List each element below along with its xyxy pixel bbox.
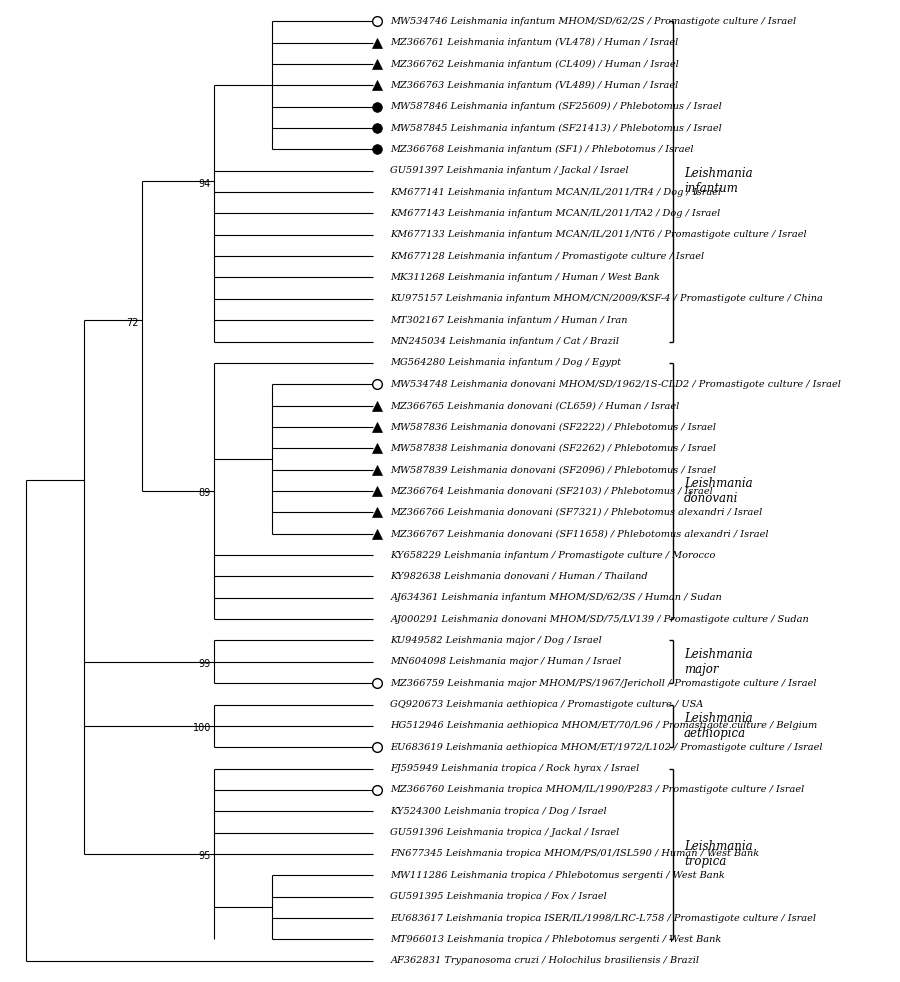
Text: MT966013 Leishmania tropica / Phlebotomus sergenti / West Bank: MT966013 Leishmania tropica / Phlebotomu… — [391, 935, 722, 944]
Text: Leishmania
donovani: Leishmania donovani — [684, 477, 752, 505]
Text: MW534746 Leishmania infantum MHOM/SD/62/2S / Promastigote culture / Israel: MW534746 Leishmania infantum MHOM/SD/62/… — [391, 17, 796, 26]
Text: Leishmania
aethiopica: Leishmania aethiopica — [684, 712, 752, 739]
Text: GQ920673 Leishmania aethiopica / Promastigote culture / USA: GQ920673 Leishmania aethiopica / Promast… — [391, 700, 704, 709]
Text: KY524300 Leishmania tropica / Dog / Israel: KY524300 Leishmania tropica / Dog / Isra… — [391, 807, 607, 816]
Text: MN604098 Leishmania major / Human / Israel: MN604098 Leishmania major / Human / Isra… — [391, 657, 622, 667]
Text: Leishmania
major: Leishmania major — [684, 648, 752, 676]
Text: KY658229 Leishmania infantum / Promastigote culture / Morocco: KY658229 Leishmania infantum / Promastig… — [391, 551, 716, 560]
Text: MW534748 Leishmania donovani MHOM/SD/1962/1S-CLD2 / Promastigote culture / Israe: MW534748 Leishmania donovani MHOM/SD/196… — [391, 380, 842, 389]
Text: MZ366760 Leishmania tropica MHOM/IL/1990/P283 / Promastigote culture / Israel: MZ366760 Leishmania tropica MHOM/IL/1990… — [391, 786, 805, 794]
Text: MZ366764 Leishmania donovani (SF2103) / Phlebotomus / Israel: MZ366764 Leishmania donovani (SF2103) / … — [391, 486, 713, 496]
Text: AF362831 Trypanosoma cruzi / Holochilus brasiliensis / Brazil: AF362831 Trypanosoma cruzi / Holochilus … — [391, 956, 699, 965]
Text: MZ366766 Leishmania donovani (SF7321) / Phlebotomus alexandri / Israel: MZ366766 Leishmania donovani (SF7321) / … — [391, 508, 762, 517]
Text: 89: 89 — [199, 488, 211, 499]
Text: AJ634361 Leishmania infantum MHOM/SD/62/3S / Human / Sudan: AJ634361 Leishmania infantum MHOM/SD/62/… — [391, 593, 722, 602]
Text: KU975157 Leishmania infantum MHOM/CN/2009/KSF-4 / Promastigote culture / China: KU975157 Leishmania infantum MHOM/CN/200… — [391, 295, 824, 303]
Text: GU591397 Leishmania infantum / Jackal / Israel: GU591397 Leishmania infantum / Jackal / … — [391, 166, 629, 175]
Text: MG564280 Leishmania infantum / Dog / Egypt: MG564280 Leishmania infantum / Dog / Egy… — [391, 358, 621, 367]
Text: MW587838 Leishmania donovani (SF2262) / Phlebotomus / Israel: MW587838 Leishmania donovani (SF2262) / … — [391, 444, 716, 453]
Text: MN245034 Leishmania infantum / Cat / Brazil: MN245034 Leishmania infantum / Cat / Bra… — [391, 337, 619, 346]
Text: AJ000291 Leishmania donovani MHOM/SD/75/LV139 / Promastigote culture / Sudan: AJ000291 Leishmania donovani MHOM/SD/75/… — [391, 615, 809, 624]
Text: FN677345 Leishmania tropica MHOM/PS/01/ISL590 / Human / West Bank: FN677345 Leishmania tropica MHOM/PS/01/I… — [391, 849, 760, 858]
Text: MZ366763 Leishmania infantum (VL489) / Human / Israel: MZ366763 Leishmania infantum (VL489) / H… — [391, 81, 679, 90]
Text: MZ366759 Leishmania major MHOM/PS/1967/Jericholl / Promastigote culture / Israel: MZ366759 Leishmania major MHOM/PS/1967/J… — [391, 679, 817, 687]
Text: KM677143 Leishmania infantum MCAN/IL/2011/TA2 / Dog / Israel: KM677143 Leishmania infantum MCAN/IL/201… — [391, 209, 721, 218]
Text: MW587846 Leishmania infantum (SF25609) / Phlebotomus / Israel: MW587846 Leishmania infantum (SF25609) /… — [391, 102, 722, 111]
Text: KU949582 Leishmania major / Dog / Israel: KU949582 Leishmania major / Dog / Israel — [391, 636, 602, 645]
Text: MZ366761 Leishmania infantum (VL478) / Human / Israel: MZ366761 Leishmania infantum (VL478) / H… — [391, 38, 679, 47]
Text: 94: 94 — [199, 179, 211, 189]
Text: KM677141 Leishmania infantum MCAN/IL/2011/TR4 / Dog / Israel: KM677141 Leishmania infantum MCAN/IL/201… — [391, 188, 722, 196]
Text: MZ366767 Leishmania donovani (SF11658) / Phlebotomus alexandri / Israel: MZ366767 Leishmania donovani (SF11658) /… — [391, 529, 769, 538]
Text: MT302167 Leishmania infantum / Human / Iran: MT302167 Leishmania infantum / Human / I… — [391, 315, 628, 325]
Text: MW587836 Leishmania donovani (SF2222) / Phlebotomus / Israel: MW587836 Leishmania donovani (SF2222) / … — [391, 422, 716, 431]
Text: MZ366768 Leishmania infantum (SF1) / Phlebotomus / Israel: MZ366768 Leishmania infantum (SF1) / Phl… — [391, 144, 694, 154]
Text: FJ595949 Leishmania tropica / Rock hyrax / Israel: FJ595949 Leishmania tropica / Rock hyrax… — [391, 764, 640, 773]
Text: 72: 72 — [126, 317, 139, 328]
Text: 100: 100 — [193, 724, 211, 734]
Text: MZ366762 Leishmania infantum (CL409) / Human / Israel: MZ366762 Leishmania infantum (CL409) / H… — [391, 59, 680, 69]
Text: GU591395 Leishmania tropica / Fox / Israel: GU591395 Leishmania tropica / Fox / Isra… — [391, 893, 608, 901]
Text: EU683619 Leishmania aethiopica MHOM/ET/1972/L102 / Promastigote culture / Israel: EU683619 Leishmania aethiopica MHOM/ET/1… — [391, 742, 823, 752]
Text: MK311268 Leishmania infantum / Human / West Bank: MK311268 Leishmania infantum / Human / W… — [391, 273, 660, 282]
Text: KM677133 Leishmania infantum MCAN/IL/2011/NT6 / Promastigote culture / Israel: KM677133 Leishmania infantum MCAN/IL/201… — [391, 230, 807, 240]
Text: GU591396 Leishmania tropica / Jackal / Israel: GU591396 Leishmania tropica / Jackal / I… — [391, 828, 619, 837]
Text: HG512946 Leishmania aethiopica MHOM/ET/70/L96 / Promastigote culture / Belgium: HG512946 Leishmania aethiopica MHOM/ET/7… — [391, 722, 817, 731]
Text: Leishmania
tropica: Leishmania tropica — [684, 840, 752, 868]
Text: 95: 95 — [199, 851, 211, 861]
Text: MW587845 Leishmania infantum (SF21413) / Phlebotomus / Israel: MW587845 Leishmania infantum (SF21413) /… — [391, 124, 722, 133]
Text: KY982638 Leishmania donovani / Human / Thailand: KY982638 Leishmania donovani / Human / T… — [391, 572, 648, 581]
Text: MZ366765 Leishmania donovani (CL659) / Human / Israel: MZ366765 Leishmania donovani (CL659) / H… — [391, 401, 680, 410]
Text: EU683617 Leishmania tropica ISER/IL/1998/LRC-L758 / Promastigote culture / Israe: EU683617 Leishmania tropica ISER/IL/1998… — [391, 913, 816, 922]
Text: 99: 99 — [199, 659, 211, 670]
Text: MW111286 Leishmania tropica / Phlebotomus sergenti / West Bank: MW111286 Leishmania tropica / Phlebotomu… — [391, 871, 725, 880]
Text: Leishmania
infantum: Leishmania infantum — [684, 167, 752, 195]
Text: MW587839 Leishmania donovani (SF2096) / Phlebotomus / Israel: MW587839 Leishmania donovani (SF2096) / … — [391, 465, 716, 474]
Text: KM677128 Leishmania infantum / Promastigote culture / Israel: KM677128 Leishmania infantum / Promastig… — [391, 251, 705, 260]
